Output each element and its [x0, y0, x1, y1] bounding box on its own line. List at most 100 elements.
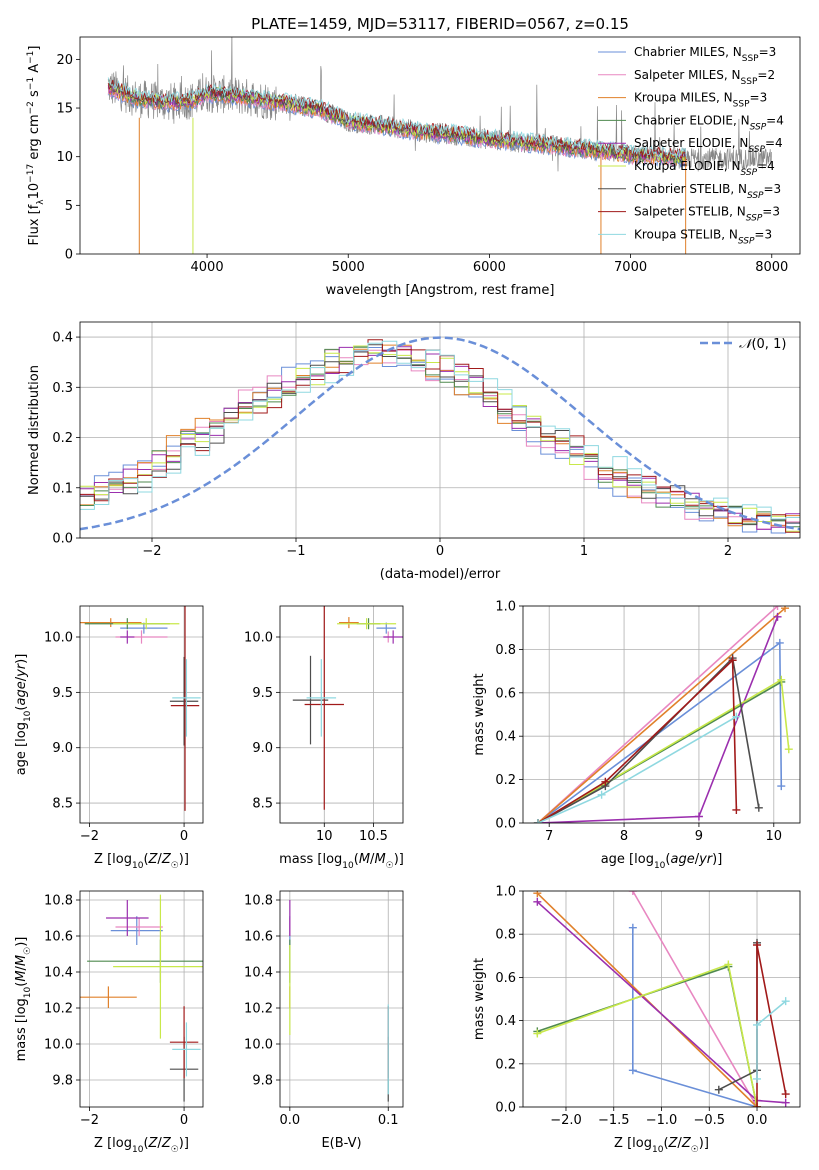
label-part: age: [14, 681, 29, 705]
label-part: /: [370, 852, 375, 867]
label-part: M: [14, 955, 29, 966]
model-spectrum-salpeter_stelib: [107, 79, 687, 160]
y-tick-label: 10.2: [44, 1002, 73, 1017]
x-tick-label: 10: [766, 829, 783, 844]
x-tick-label: 9: [695, 829, 703, 844]
x-tick-label: −2: [142, 544, 161, 559]
label-part: M: [14, 970, 29, 981]
label-part: s: [27, 90, 42, 101]
y-tick-label: 9.5: [52, 686, 73, 701]
weight-marker-salpeter_miles: [773, 606, 782, 610]
y-tick-label: 0.4: [495, 730, 516, 745]
x-axis-label: mass [log10(M/M☉)]: [279, 852, 404, 871]
panel-Z_vs_mass: −2 09.810.010.210.410.610.8Z [log10(Z/Z☉)…: [14, 890, 204, 1155]
x-tick-label: 2: [724, 544, 732, 559]
label-part: SSP: [741, 77, 758, 87]
weight-marker-salpeter_elodie: [694, 812, 703, 821]
label-part: ]: [27, 46, 42, 51]
label-part: )]: [179, 852, 189, 867]
y-tick-label: 0.8: [495, 643, 516, 658]
weight-line-salpeter_miles: [537, 606, 779, 823]
model-spectrum-kroupa_stelib: [107, 77, 687, 160]
label-part: =4: [757, 159, 775, 173]
y-axis-label: age [log10(age/yr)]: [14, 654, 33, 776]
weight-marker-kroupa_stelib: [781, 997, 790, 1006]
label-part: age: [670, 852, 694, 867]
weight-line-salpeter_stelib: [756, 944, 787, 1107]
y-tick-label: 10.0: [244, 631, 273, 646]
weight-marker-salpeter_stelib: [753, 1103, 762, 1107]
x-tick-label: 7: [545, 829, 553, 844]
y-tick-label: 0.3: [52, 381, 73, 396]
label-part: M: [374, 852, 385, 867]
label-part: Z: [681, 1136, 692, 1151]
y-axis-label: Flux [fλ10−17 erg cm−2 s−1 A−1]: [26, 46, 46, 246]
x-tick-label: −0.5: [693, 1113, 725, 1128]
label-part: )]: [14, 654, 29, 664]
label-part: Z: [668, 1136, 679, 1151]
legend-label: Salpeter ELODIE, NSSP=4: [634, 136, 783, 155]
y-tick-label: 9.0: [252, 741, 273, 756]
label-part: Salpeter STELIB, N: [634, 205, 746, 219]
weight-marker-kroupa_miles: [781, 606, 790, 613]
y-tick-label: 10.0: [44, 1038, 73, 1053]
label-part: (: [143, 852, 148, 867]
weight-marker-salpeter_stelib: [732, 805, 741, 814]
x-tick-label: 5000: [332, 260, 365, 275]
label-part: 10: [27, 183, 42, 200]
x-axis-label: E(B-V): [321, 1136, 361, 1151]
label-part: (: [143, 1136, 148, 1151]
y-tick-label: 20: [56, 53, 73, 68]
weight-marker-salpeter_stelib: [781, 1090, 790, 1099]
label-part: =2: [757, 68, 775, 82]
label-part: 10: [342, 861, 354, 871]
y-tick-label: 0.2: [52, 431, 73, 446]
weight-line-salpeter_miles: [632, 891, 758, 1107]
legend-label: Kroupa ELODIE, NSSP=4: [634, 159, 775, 178]
weight-line-kroupa_miles: [537, 607, 786, 823]
axes-frame: [522, 890, 801, 1108]
weight-line-kroupa_stelib: [756, 1000, 787, 1079]
panel-spectrum: 4000 5000 6000 7000 8000 0 5 10 15 20 wavelength […: [26, 36, 801, 298]
label-part: /: [677, 1136, 682, 1151]
label-part: E(B-V): [321, 1136, 361, 1151]
label-part: SSP: [742, 54, 759, 64]
label-part: 10: [132, 1145, 144, 1155]
x-tick-label: 4000: [191, 260, 224, 275]
weight-marker-chabrier_stelib: [714, 1085, 723, 1094]
label-part: =3: [759, 45, 777, 59]
y-axis-label: mass [log10(M/M☉)]: [14, 937, 33, 1062]
legend-label: Chabrier STELIB, NSSP=3: [634, 182, 781, 201]
legend-label: Kroupa STELIB, NSSP=3: [634, 227, 772, 246]
y-axis-label: mass weight: [472, 958, 487, 1040]
label-part: −17: [26, 164, 36, 183]
legend-label: Chabrier ELODIE, NSSP=4: [634, 113, 784, 132]
x-axis-label: Z [log10(Z/Z☉)]: [94, 852, 189, 871]
y-tick-label: 1.0: [495, 885, 516, 900]
x-tick-label: 8000: [755, 260, 788, 275]
y-tick-label: 0.6: [495, 686, 516, 701]
y-tick-label: 15: [56, 102, 73, 117]
axes-frame: [79, 605, 204, 824]
legend-label: Salpeter MILES, NSSP=2: [634, 68, 775, 87]
x-axis-label: (data-model)/error: [380, 567, 501, 582]
y-axis-label: Normed distribution: [27, 365, 42, 495]
label-part: ☉: [171, 861, 179, 871]
label-part: Z [log: [614, 1136, 652, 1151]
y-axis-label: mass weight: [472, 673, 487, 755]
weight-marker-chabrier_miles: [628, 923, 637, 932]
label-part: ☉: [386, 861, 394, 871]
x-tick-label: 0: [436, 544, 444, 559]
label-part: −1: [26, 77, 36, 90]
plot-area: [533, 606, 793, 823]
legend-label: Salpeter STELIB, NSSP=3: [634, 205, 780, 224]
weight-marker-kroupa_stelib: [753, 1020, 762, 1029]
label-part: age [log: [601, 852, 654, 867]
y-tick-label: 10.4: [244, 966, 273, 981]
label-part: SSP: [746, 214, 763, 224]
panel-EBV_vs_mass: 0.0 0.1 9.8 10.0 10.2 10.4 10.6 10.8 E(B-V): [244, 890, 404, 1151]
y-tick-label: 0.6: [495, 971, 516, 986]
x-tick-label: 0: [180, 829, 188, 844]
